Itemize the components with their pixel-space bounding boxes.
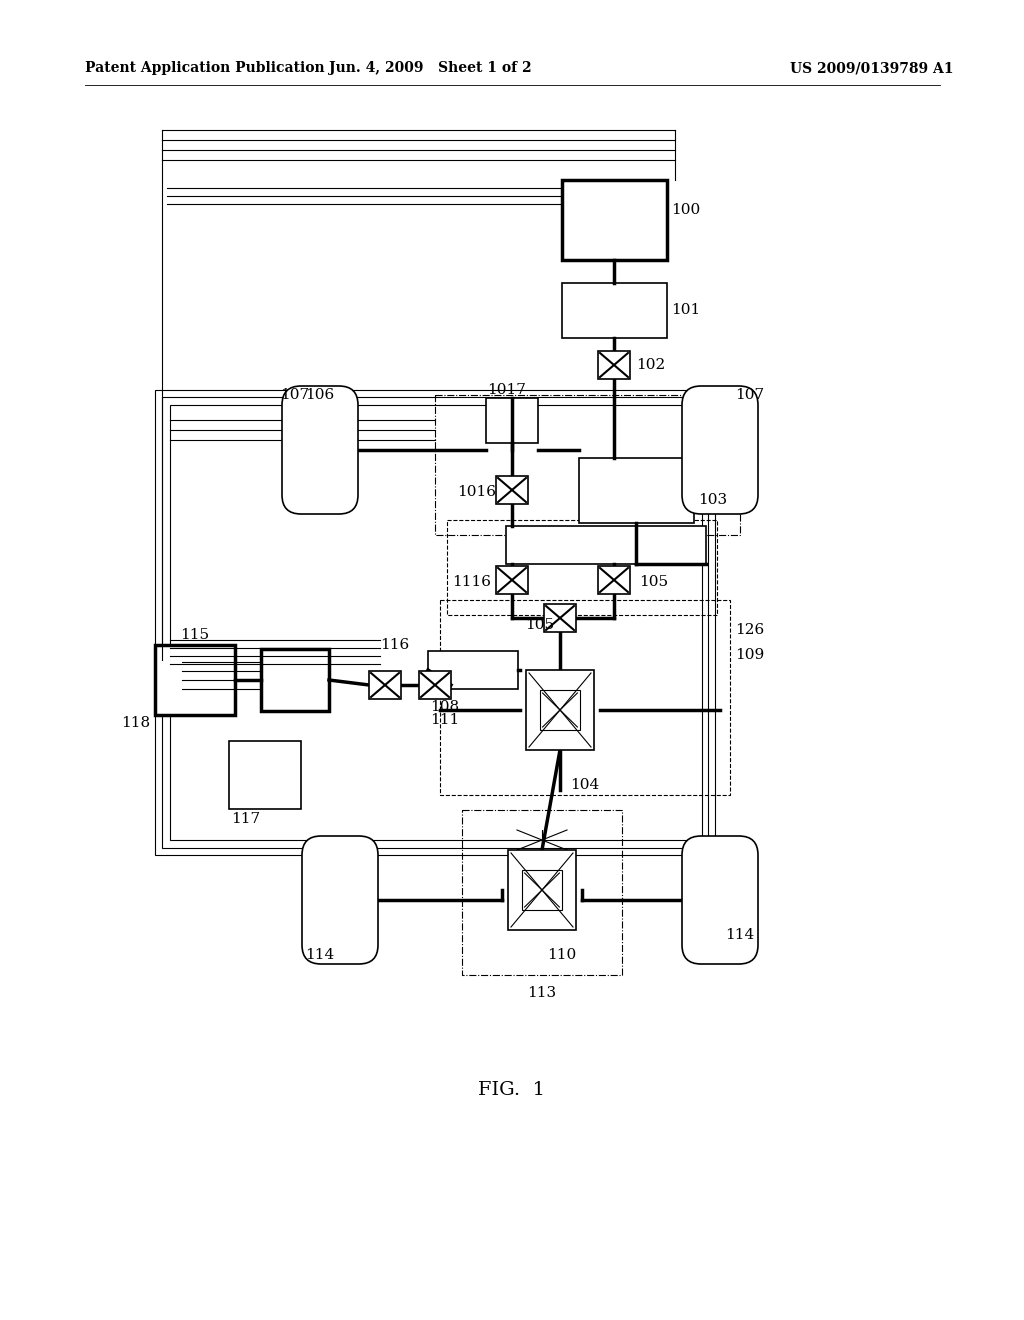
Bar [440,601,730,795]
Bar [261,649,329,711]
Text: 109: 109 [735,648,764,663]
Text: 117: 117 [231,812,260,826]
Text: 104: 104 [570,777,599,792]
Bar [598,566,630,594]
Bar [561,282,667,338]
Bar [598,351,630,379]
FancyBboxPatch shape [682,836,758,964]
Bar [561,180,667,260]
Bar [496,477,528,504]
FancyBboxPatch shape [302,836,378,964]
Text: 108: 108 [430,700,459,714]
Bar [506,525,706,564]
Text: 126: 126 [735,623,764,638]
Text: 114: 114 [305,948,334,962]
Text: 118: 118 [121,715,150,730]
Bar [508,850,575,931]
Bar [155,389,715,855]
Text: FIG.  1: FIG. 1 [478,1081,546,1100]
Text: 111: 111 [430,713,459,727]
Text: 107: 107 [735,388,764,403]
Bar [526,671,594,750]
Bar [579,458,693,523]
Text: 110: 110 [547,948,577,962]
FancyBboxPatch shape [282,385,358,513]
Bar [419,671,451,700]
Text: 107: 107 [280,388,309,403]
Text: 103: 103 [698,492,728,507]
Text: US 2009/0139789 A1: US 2009/0139789 A1 [790,61,953,75]
Bar [155,645,234,715]
Text: 1017: 1017 [487,383,526,396]
Text: Jun. 4, 2009   Sheet 1 of 2: Jun. 4, 2009 Sheet 1 of 2 [329,61,531,75]
Bar [447,520,717,615]
Bar [369,671,401,700]
Text: 1116: 1116 [452,576,490,589]
Bar [435,395,740,535]
Bar [486,397,538,442]
Text: Patent Application Publication: Patent Application Publication [85,61,325,75]
Bar [162,397,708,847]
Text: 114: 114 [725,928,755,942]
Text: 1016: 1016 [457,484,496,499]
Text: 105: 105 [525,618,554,632]
FancyBboxPatch shape [682,385,758,513]
Bar [462,810,622,975]
Text: 113: 113 [527,986,557,1001]
Bar [544,605,575,632]
Text: 116: 116 [380,638,410,652]
Bar [540,690,581,730]
Bar [428,651,518,689]
Bar [496,566,528,594]
Text: 115: 115 [180,628,210,642]
Bar [170,405,702,840]
Text: 105: 105 [639,576,668,589]
Bar [229,741,301,809]
Text: 102: 102 [636,358,666,372]
Bar [521,870,562,909]
Text: 100: 100 [672,203,700,216]
Text: 101: 101 [672,304,700,317]
Text: 106: 106 [305,388,335,403]
